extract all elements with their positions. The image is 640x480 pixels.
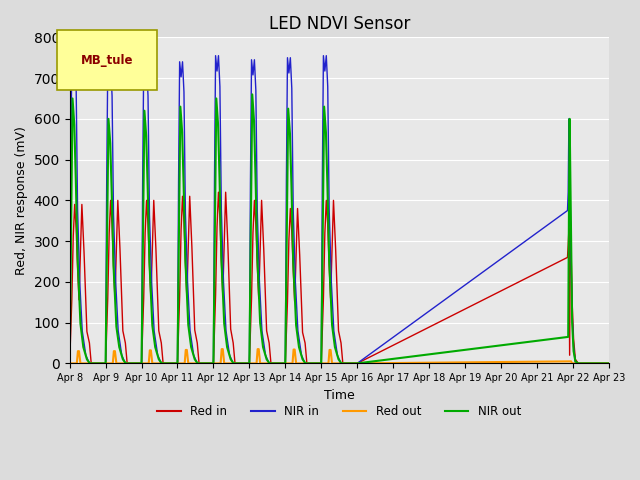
Legend: Red in, NIR in, Red out, NIR out: Red in, NIR in, Red out, NIR out — [152, 400, 526, 423]
Title: LED NDVI Sensor: LED NDVI Sensor — [269, 15, 410, 33]
Text: MB_tule: MB_tule — [81, 54, 133, 67]
Y-axis label: Red, NIR response (mV): Red, NIR response (mV) — [15, 126, 28, 275]
X-axis label: Time: Time — [324, 389, 355, 402]
